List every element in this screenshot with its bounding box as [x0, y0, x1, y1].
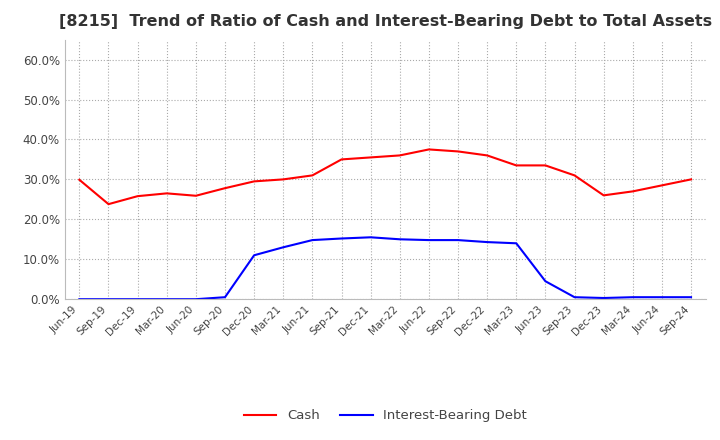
Cash: [308, 173, 317, 178]
Interest-Bearing Debt: [308, 238, 317, 243]
Cash: [541, 163, 550, 168]
Interest-Bearing Debt: [541, 279, 550, 284]
Interest-Bearing Debt: [337, 236, 346, 241]
Cash: [570, 173, 579, 178]
Cash: [483, 153, 492, 158]
Interest-Bearing Debt: [599, 295, 608, 301]
Cash: [366, 155, 375, 160]
Cash: [687, 177, 696, 182]
Interest-Bearing Debt: [133, 297, 142, 302]
Interest-Bearing Debt: [163, 297, 171, 302]
Interest-Bearing Debt: [512, 241, 521, 246]
Cash: [425, 147, 433, 152]
Interest-Bearing Debt: [454, 238, 462, 243]
Cash: [133, 194, 142, 199]
Interest-Bearing Debt: [192, 297, 200, 302]
Cash: [599, 193, 608, 198]
Cash: [220, 186, 229, 191]
Cash: [395, 153, 404, 158]
Interest-Bearing Debt: [366, 235, 375, 240]
Cash: [192, 193, 200, 198]
Cash: [657, 183, 666, 188]
Cash: [279, 177, 287, 182]
Title: [8215]  Trend of Ratio of Cash and Interest-Bearing Debt to Total Assets: [8215] Trend of Ratio of Cash and Intere…: [58, 14, 712, 29]
Interest-Bearing Debt: [570, 294, 579, 300]
Cash: [454, 149, 462, 154]
Cash: [104, 202, 113, 207]
Legend: Cash, Interest-Bearing Debt: Cash, Interest-Bearing Debt: [238, 404, 532, 428]
Interest-Bearing Debt: [629, 294, 637, 300]
Interest-Bearing Debt: [657, 294, 666, 300]
Interest-Bearing Debt: [104, 297, 113, 302]
Cash: [337, 157, 346, 162]
Interest-Bearing Debt: [687, 294, 696, 300]
Interest-Bearing Debt: [220, 294, 229, 300]
Interest-Bearing Debt: [483, 239, 492, 245]
Interest-Bearing Debt: [75, 297, 84, 302]
Interest-Bearing Debt: [395, 237, 404, 242]
Cash: [163, 191, 171, 196]
Line: Interest-Bearing Debt: Interest-Bearing Debt: [79, 237, 691, 299]
Cash: [512, 163, 521, 168]
Cash: [250, 179, 258, 184]
Interest-Bearing Debt: [250, 253, 258, 258]
Cash: [75, 177, 84, 183]
Interest-Bearing Debt: [425, 238, 433, 243]
Cash: [629, 189, 637, 194]
Line: Cash: Cash: [79, 150, 691, 204]
Interest-Bearing Debt: [279, 245, 287, 250]
